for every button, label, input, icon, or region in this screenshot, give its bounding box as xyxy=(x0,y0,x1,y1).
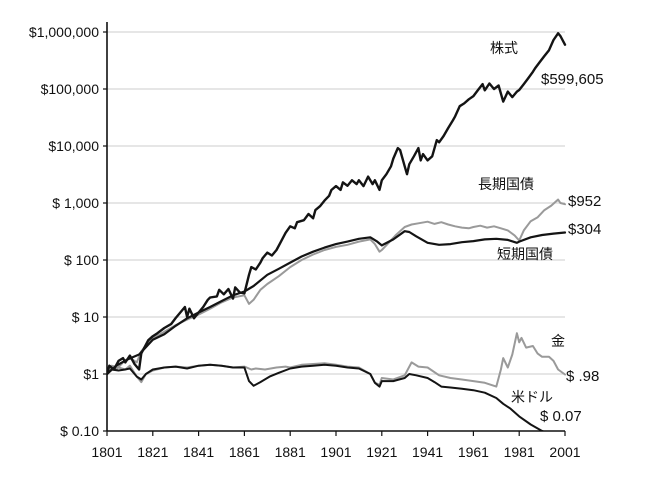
y-tick-label: $10,000 xyxy=(48,138,99,154)
y-tick-label: $ 10 xyxy=(72,309,99,325)
series-end-value-label-short-term-bills: $304 xyxy=(568,221,601,238)
series-name-label-us-dollar: 米ドル xyxy=(511,390,553,406)
y-tick-label: $1 xyxy=(83,366,99,382)
x-tick-label: 1821 xyxy=(137,444,168,460)
x-tick-label: 1961 xyxy=(458,444,489,460)
y-tick-label: $1,000,000 xyxy=(29,24,99,40)
x-tick-label: 2001 xyxy=(549,444,580,460)
series-name-label-stocks: 株式 xyxy=(490,41,518,57)
x-tick-label: 1861 xyxy=(229,444,260,460)
x-tick-label: 1981 xyxy=(504,444,535,460)
series-name-label-long-term-bonds: 長期国債 xyxy=(478,177,534,193)
series-line-short-term-bills xyxy=(107,230,567,376)
x-tick-label: 1901 xyxy=(320,444,351,460)
x-tick-label: 1941 xyxy=(412,444,443,460)
chart-labels: $1,000,000 $100,000 $10,000 $ 1,000 $ 100 $ 1… xyxy=(29,24,604,460)
series-end-value-label-long-term-bonds: $952 xyxy=(568,193,601,210)
series-name-label-gold: 金 xyxy=(551,334,565,350)
x-tick-label: 1801 xyxy=(91,444,122,460)
series-end-value-label-us-dollar: $ 0.07 xyxy=(540,408,582,425)
series-end-value-label-stocks: $599,605 xyxy=(541,71,604,88)
series-line-stocks xyxy=(107,32,567,376)
series-lines xyxy=(107,32,567,431)
gridlines xyxy=(107,31,565,375)
y-tick-label: $ 1,000 xyxy=(52,195,99,211)
series-name-label-short-term-bills: 短期国債 xyxy=(497,247,553,263)
y-tick-label: $ 100 xyxy=(64,252,99,268)
series-line-us-dollar xyxy=(107,363,546,431)
y-tick-label: $ 0.10 xyxy=(60,423,99,439)
x-tick-label: 1921 xyxy=(366,444,397,460)
series-end-value-label-gold: $ .98 xyxy=(566,368,599,385)
x-tick-label: 1841 xyxy=(183,444,214,460)
y-tick-label: $100,000 xyxy=(41,81,100,97)
x-tick-label: 1881 xyxy=(275,444,306,460)
axes xyxy=(103,22,566,436)
